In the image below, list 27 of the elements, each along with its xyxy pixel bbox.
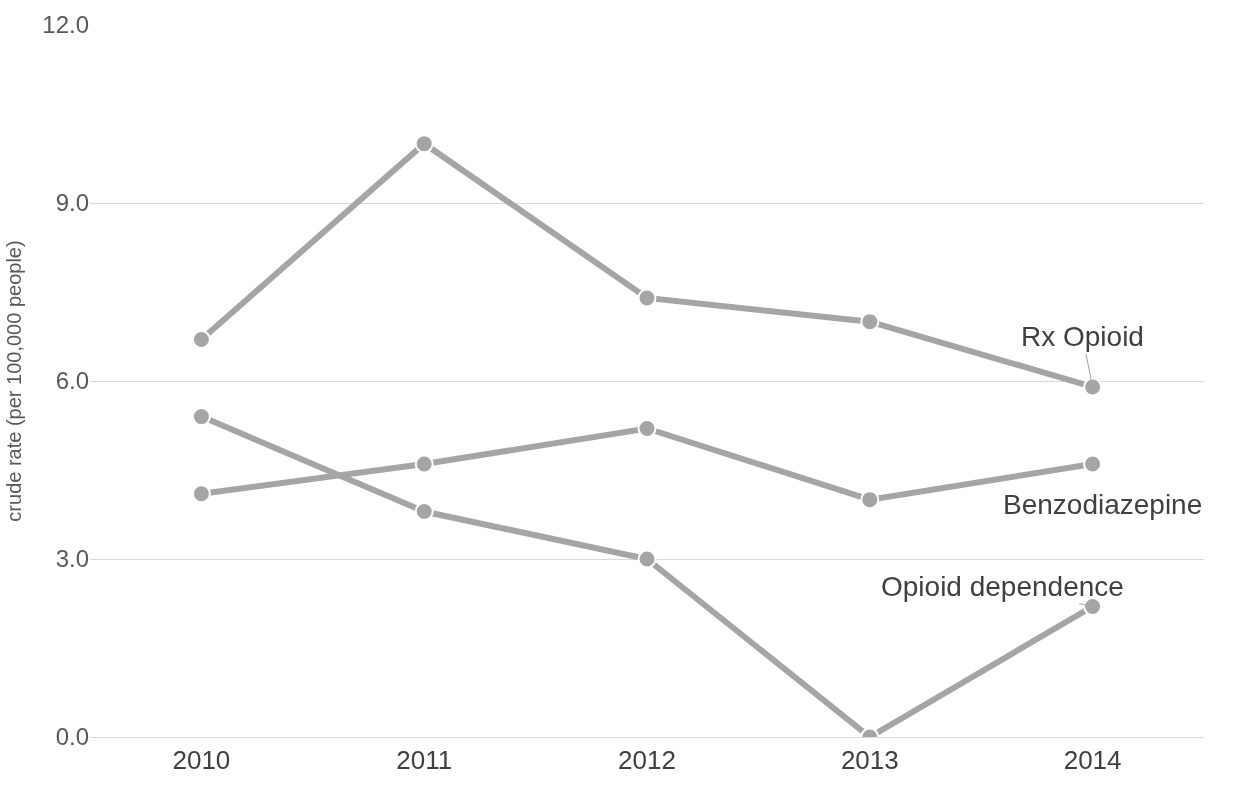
point <box>637 549 657 569</box>
point <box>637 418 657 438</box>
point <box>860 490 880 510</box>
point <box>191 484 211 504</box>
series-label: Benzodiazepine <box>1003 489 1203 520</box>
x-tick-label: 2014 <box>1063 745 1122 776</box>
point <box>191 407 211 427</box>
x-tick-label: 2013 <box>840 745 899 776</box>
point <box>860 312 880 332</box>
point <box>414 454 434 474</box>
point <box>414 502 434 522</box>
y-tick-label: 0.0 <box>55 723 89 751</box>
y-tick-label: 6.0 <box>55 367 89 395</box>
x-tick-label: 2010 <box>172 745 231 776</box>
point <box>1083 377 1103 397</box>
y-tick-label: 9.0 <box>55 189 89 217</box>
point <box>414 134 434 154</box>
x-tick-label: 2011 <box>396 745 453 776</box>
series-label: Rx Opioid <box>1021 321 1144 352</box>
x-tick-label: 2012 <box>618 745 676 776</box>
y-tick-label: 12.0 <box>42 11 89 39</box>
point <box>191 329 211 349</box>
point <box>637 288 657 308</box>
series-label: Opioid dependence <box>881 571 1124 602</box>
y-axis-title: crude rate (per 100,000 people) <box>2 240 25 522</box>
y-tick-label: 3.0 <box>55 545 89 573</box>
point <box>1083 454 1103 474</box>
